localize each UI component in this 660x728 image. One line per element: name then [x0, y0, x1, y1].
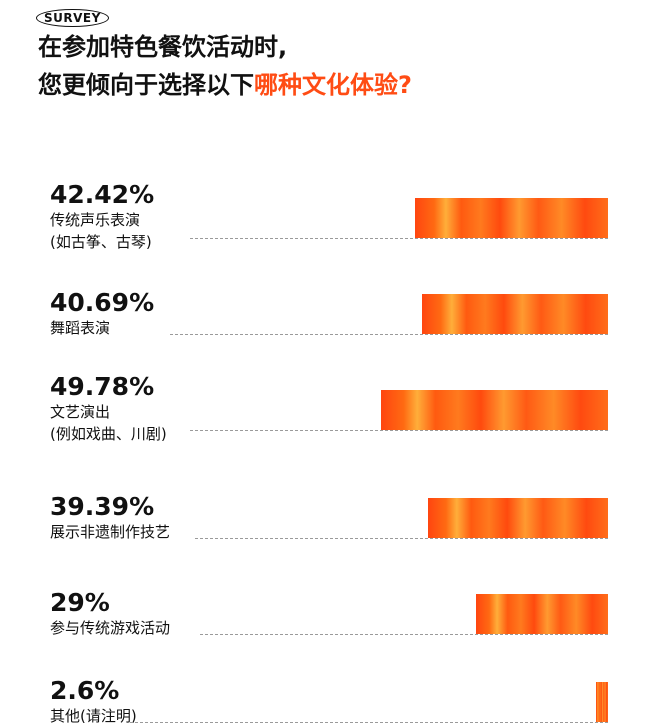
bar-category-label: 舞蹈表演: [50, 319, 111, 337]
bar-baseline-dash: [190, 238, 608, 239]
bar-baseline-dash: [200, 634, 608, 635]
page-title-accent: 哪种文化体验?: [254, 71, 412, 99]
page-title-line2: 您更倾向于选择以下哪种文化体验?: [38, 70, 412, 100]
bar-baseline-dash: [190, 430, 608, 431]
bar-category-label: 展示非遗制作技艺: [50, 523, 171, 541]
bar: [422, 294, 608, 334]
bar-category-label: 传统声乐表演: [50, 211, 141, 229]
bar-baseline-dash: [195, 538, 608, 539]
bar: [381, 390, 608, 430]
bar: [596, 682, 608, 722]
bar-value-label: 39.39%: [50, 492, 155, 521]
bar-value-label: 29%: [50, 588, 110, 617]
bar-baseline-dash: [170, 334, 608, 335]
bar-baseline-dash: [130, 722, 608, 723]
bar-category-label: 文艺演出: [50, 403, 111, 421]
bar-category-label: 参与传统游戏活动: [50, 619, 171, 637]
bar-value-label: 42.42%: [50, 180, 155, 209]
bar: [475, 594, 608, 634]
page-title-plain: 您更倾向于选择以下: [38, 71, 254, 99]
page-title-line1: 在参加特色餐饮活动时,: [38, 33, 288, 61]
bar-value-label: 2.6%: [50, 676, 120, 705]
bar-category-label: (例如戏曲、川剧): [50, 425, 167, 443]
bar-category-label: (如古筝、古琴): [50, 233, 152, 251]
survey-badge: SURVEY: [36, 9, 109, 27]
bar-category-label: 其他(请注明): [50, 707, 137, 725]
bar: [414, 198, 608, 238]
bar-value-label: 49.78%: [50, 372, 155, 401]
bar: [428, 498, 608, 538]
bar-value-label: 40.69%: [50, 288, 155, 317]
